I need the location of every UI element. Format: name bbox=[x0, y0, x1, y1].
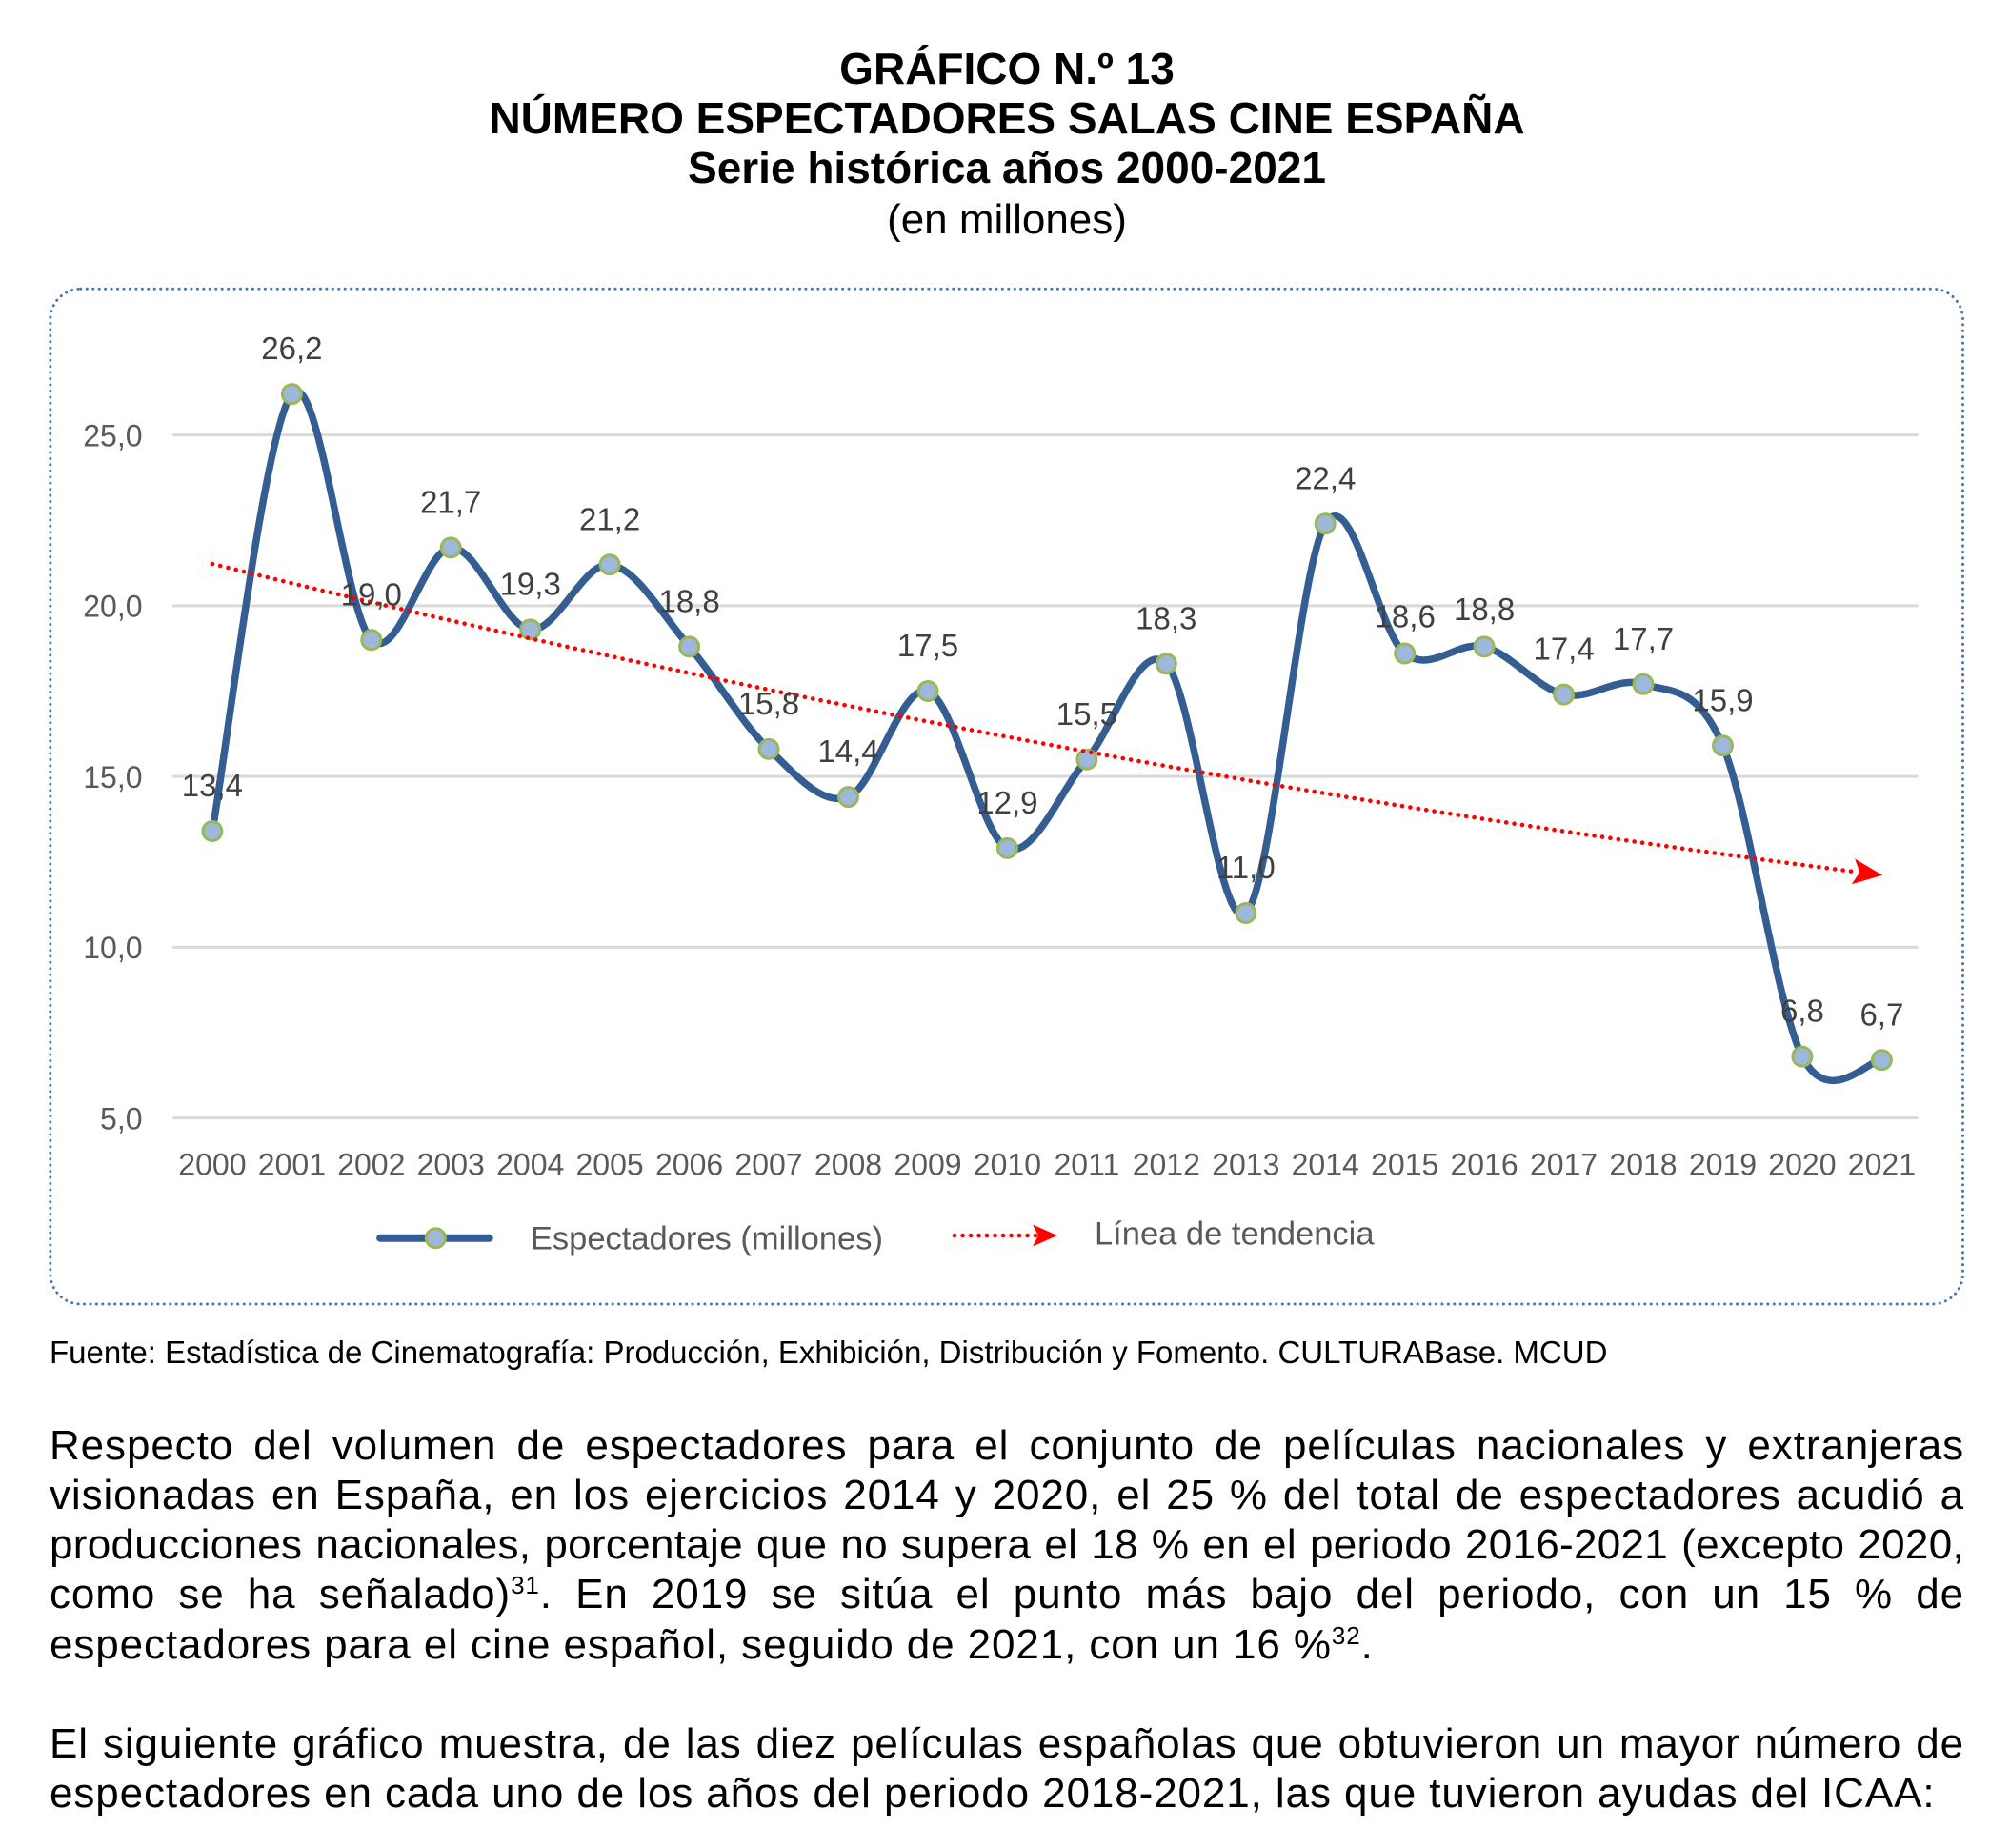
svg-text:2006: 2006 bbox=[655, 1148, 723, 1182]
svg-text:15,8: 15,8 bbox=[738, 686, 799, 721]
svg-text:11,0: 11,0 bbox=[1216, 850, 1276, 885]
svg-text:2002: 2002 bbox=[337, 1148, 405, 1182]
svg-text:2000: 2000 bbox=[178, 1148, 246, 1182]
svg-text:2017: 2017 bbox=[1530, 1148, 1598, 1182]
svg-text:19,0: 19,0 bbox=[341, 576, 402, 612]
svg-text:14,4: 14,4 bbox=[817, 733, 878, 769]
svg-text:15,0: 15,0 bbox=[83, 760, 142, 794]
svg-text:2014: 2014 bbox=[1292, 1148, 1359, 1182]
svg-text:2001: 2001 bbox=[258, 1148, 326, 1182]
svg-text:2003: 2003 bbox=[417, 1148, 485, 1182]
svg-text:25,0: 25,0 bbox=[83, 418, 142, 452]
svg-text:Espectadores (millones): Espectadores (millones) bbox=[531, 1221, 883, 1257]
svg-text:2005: 2005 bbox=[576, 1148, 644, 1182]
svg-text:18,8: 18,8 bbox=[1454, 592, 1515, 627]
svg-text:19,3: 19,3 bbox=[500, 567, 561, 602]
svg-text:2016: 2016 bbox=[1451, 1148, 1518, 1182]
svg-text:20,0: 20,0 bbox=[83, 590, 142, 624]
svg-text:Línea de tendencia: Línea de tendencia bbox=[1095, 1216, 1375, 1253]
svg-text:2011: 2011 bbox=[1054, 1148, 1119, 1182]
svg-text:2015: 2015 bbox=[1371, 1148, 1438, 1182]
svg-text:26,2: 26,2 bbox=[261, 331, 322, 366]
svg-text:17,4: 17,4 bbox=[1533, 632, 1594, 667]
svg-text:2019: 2019 bbox=[1689, 1148, 1757, 1182]
svg-text:5,0: 5,0 bbox=[100, 1101, 142, 1135]
svg-text:18,3: 18,3 bbox=[1136, 600, 1196, 635]
svg-text:12,9: 12,9 bbox=[976, 785, 1037, 820]
svg-text:2008: 2008 bbox=[814, 1148, 882, 1182]
svg-text:22,4: 22,4 bbox=[1295, 460, 1356, 495]
svg-text:17,5: 17,5 bbox=[897, 628, 958, 663]
svg-text:15,5: 15,5 bbox=[1056, 696, 1117, 732]
svg-text:2021: 2021 bbox=[1848, 1148, 1916, 1182]
svg-text:6,7: 6,7 bbox=[1859, 996, 1903, 1032]
svg-text:15,9: 15,9 bbox=[1692, 682, 1753, 717]
svg-text:2013: 2013 bbox=[1212, 1148, 1279, 1182]
svg-text:2018: 2018 bbox=[1609, 1148, 1677, 1182]
svg-text:18,6: 18,6 bbox=[1375, 598, 1436, 633]
svg-text:18,8: 18,8 bbox=[658, 584, 719, 619]
svg-text:17,7: 17,7 bbox=[1613, 621, 1674, 656]
svg-text:2004: 2004 bbox=[496, 1148, 564, 1182]
svg-text:21,2: 21,2 bbox=[579, 501, 640, 536]
svg-text:2020: 2020 bbox=[1768, 1148, 1836, 1182]
svg-text:13,4: 13,4 bbox=[182, 768, 243, 803]
svg-text:10,0: 10,0 bbox=[83, 931, 142, 965]
svg-text:21,7: 21,7 bbox=[420, 485, 481, 520]
svg-text:2009: 2009 bbox=[894, 1148, 961, 1182]
svg-text:2007: 2007 bbox=[734, 1148, 802, 1182]
svg-text:2010: 2010 bbox=[974, 1148, 1041, 1182]
svg-text:2012: 2012 bbox=[1133, 1148, 1200, 1182]
svg-text:6,8: 6,8 bbox=[1780, 994, 1824, 1029]
